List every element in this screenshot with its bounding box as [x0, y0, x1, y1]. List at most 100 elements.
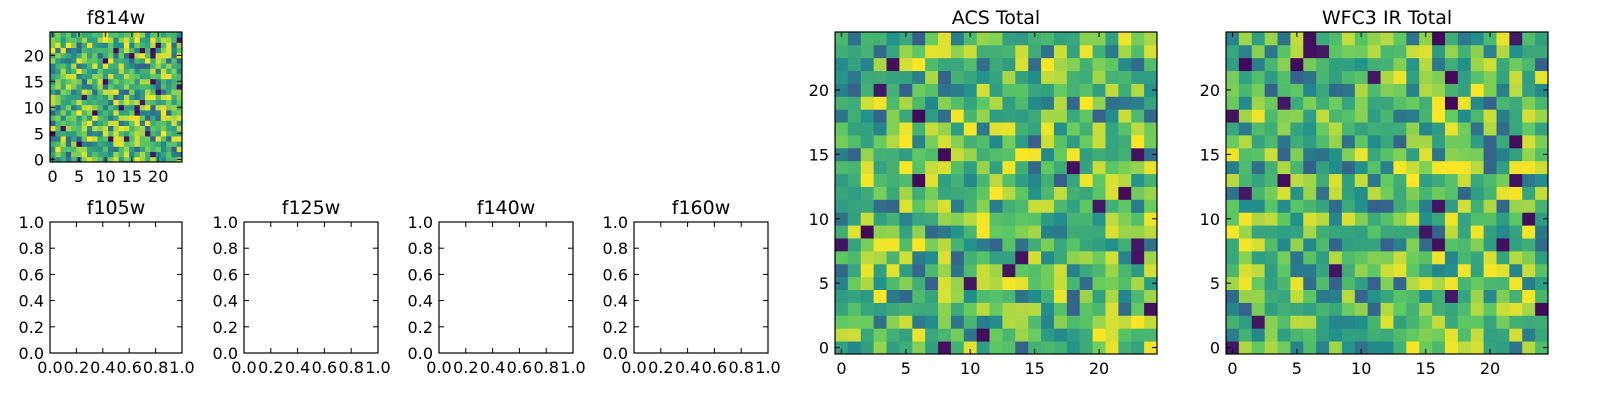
- heatmap-cell: [150, 146, 156, 152]
- heatmap-cell: [899, 238, 913, 252]
- heatmap-cell: [76, 89, 83, 95]
- heatmap-cell: [950, 276, 965, 290]
- heatmap-cell: [155, 78, 162, 85]
- heatmap-cell: [1118, 302, 1132, 316]
- heatmap-cell: [886, 109, 900, 123]
- heatmap-cell: [171, 63, 178, 69]
- heatmap-cell: [86, 58, 93, 64]
- heatmap-cell: [113, 110, 120, 116]
- heatmap-cell: [835, 96, 849, 110]
- heatmap-cell: [1251, 109, 1266, 123]
- heatmap-cell: [873, 32, 887, 46]
- heatmap-cell: [847, 135, 862, 149]
- heatmap-cell: [160, 156, 167, 163]
- heatmap-cell: [1238, 328, 1253, 342]
- heatmap-cell: [925, 276, 939, 290]
- heatmap-cell: [1131, 302, 1145, 316]
- heatmap-cell: [71, 63, 77, 69]
- heatmap-cell: [129, 94, 135, 100]
- heatmap-cell: [1131, 238, 1145, 252]
- heatmap-cell: [873, 122, 887, 136]
- heatmap-cell: [1105, 225, 1119, 239]
- heatmap-cell: [912, 212, 926, 226]
- heatmap-cell: [1238, 96, 1253, 110]
- heatmap-cell: [1066, 57, 1081, 72]
- heatmap-cell: [925, 109, 939, 123]
- heatmap-cell: [1432, 147, 1446, 162]
- heatmap-cell: [1303, 341, 1317, 355]
- heatmap-cell: [1053, 70, 1068, 84]
- heatmap-cell: [1483, 225, 1497, 239]
- heatmap-cell: [1354, 70, 1369, 84]
- heatmap-cell: [1066, 96, 1081, 110]
- heatmap-cell: [60, 32, 67, 38]
- heatmap-cell: [1118, 186, 1132, 200]
- heatmap-cell: [108, 52, 114, 59]
- heatmap-cell: [976, 70, 990, 84]
- heatmap-cell: [113, 99, 120, 106]
- heatmap-cell: [1457, 160, 1472, 175]
- heatmap-cell: [925, 289, 939, 303]
- heatmap-cell: [1002, 173, 1016, 187]
- heatmap-cell: [1393, 199, 1407, 213]
- heatmap-cell: [1393, 263, 1407, 278]
- heatmap-cell: [1277, 328, 1291, 342]
- heatmap-cell: [1290, 32, 1304, 46]
- heatmap-cell: [1238, 199, 1253, 213]
- heatmap-cell: [1277, 315, 1291, 329]
- heatmap-cell: [912, 160, 926, 175]
- heatmap-cell: [1367, 315, 1381, 329]
- heatmap-cell: [989, 109, 1003, 123]
- heatmap-cell: [1144, 212, 1158, 226]
- heatmap-cell: [1329, 199, 1343, 213]
- heatmap-cell: [1367, 238, 1381, 252]
- heatmap-cell: [1092, 186, 1106, 200]
- heatmap-cell: [860, 199, 875, 213]
- heatmap-cell: [118, 47, 125, 54]
- heatmap-cell: [134, 141, 141, 147]
- heatmap-cell: [108, 136, 114, 142]
- heatmap-cell: [102, 120, 109, 126]
- x-tick-label: 0.2: [64, 358, 89, 377]
- heatmap-cell: [1509, 160, 1523, 175]
- heatmap-cell: [1406, 328, 1420, 342]
- heatmap-cell: [113, 68, 120, 74]
- heatmap-cell: [1535, 212, 1549, 226]
- heatmap-cell: [1053, 57, 1068, 72]
- heatmap-cell: [1406, 341, 1420, 355]
- heatmap-cell: [925, 199, 939, 213]
- heatmap-cell: [1277, 173, 1291, 187]
- heatmap-cell: [1251, 122, 1266, 136]
- y-tick-label: 10: [24, 98, 44, 117]
- heatmap-cell: [81, 110, 88, 116]
- heatmap-cell: [886, 160, 900, 175]
- heatmap-cell: [1238, 109, 1253, 123]
- heatmap-cell: [1277, 44, 1291, 59]
- heatmap-cell: [1432, 160, 1446, 175]
- heatmap-cell: [1131, 225, 1145, 239]
- heatmap-cell: [176, 115, 183, 121]
- heatmap-cell: [1053, 147, 1068, 162]
- heatmap-cell: [1341, 199, 1356, 213]
- heatmap-cell: [976, 147, 990, 162]
- heatmap-cell: [899, 83, 913, 97]
- heatmap-cell: [1238, 122, 1253, 136]
- heatmap-cell: [1522, 122, 1536, 136]
- heatmap-cell: [171, 68, 178, 74]
- heatmap-cell: [1329, 173, 1343, 187]
- heatmap-cell: [108, 68, 114, 74]
- heatmap-cell: [76, 42, 83, 48]
- heatmap-cell: [1079, 302, 1093, 316]
- heatmap-cell: [847, 160, 862, 175]
- axes-frame: [1225, 31, 1549, 355]
- heatmap-cell: [1316, 70, 1330, 84]
- heatmap-cell: [860, 225, 875, 239]
- heatmap-cell: [912, 341, 926, 355]
- heatmap-cell: [176, 68, 183, 74]
- heatmap-cell: [160, 104, 167, 111]
- heatmap-cell: [50, 151, 56, 158]
- heatmap-cell: [155, 151, 162, 158]
- heatmap-cell: [1290, 276, 1304, 290]
- heatmap-cell: [145, 156, 151, 163]
- heatmap-cell: [860, 276, 875, 290]
